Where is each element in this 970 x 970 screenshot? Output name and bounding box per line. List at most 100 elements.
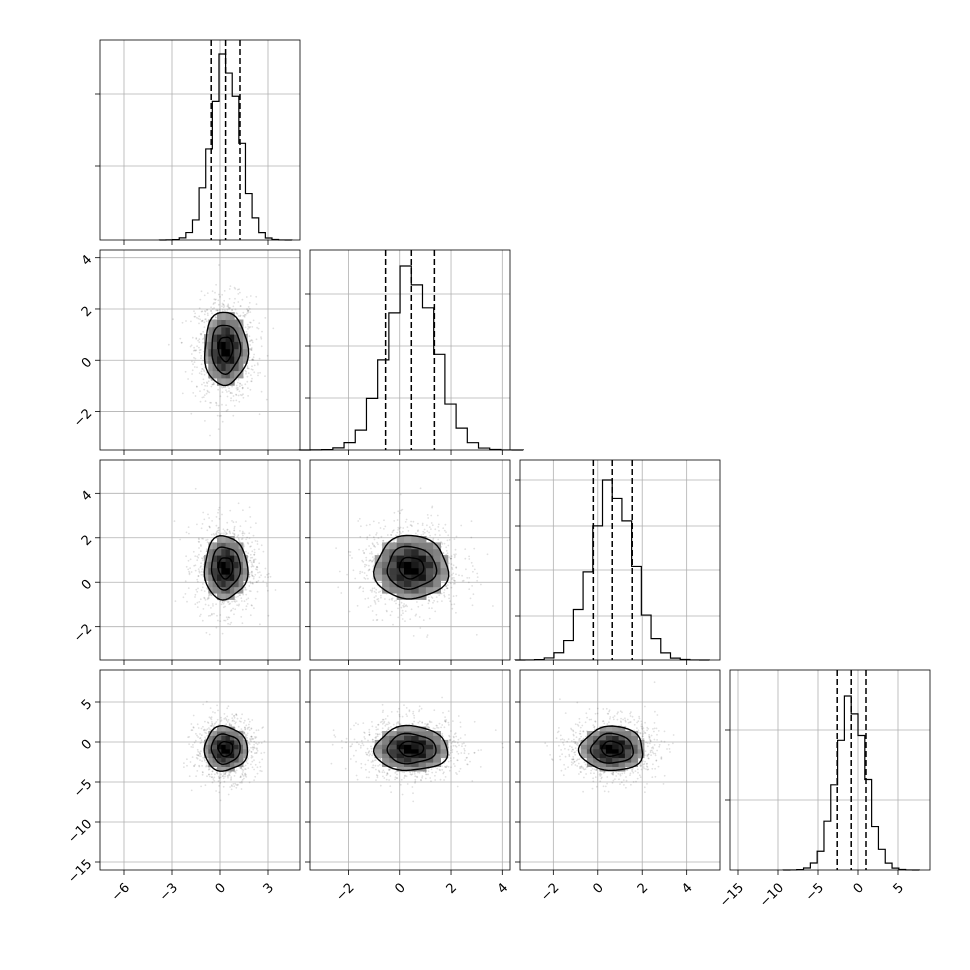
scatter-point xyxy=(453,577,455,579)
scatter-point xyxy=(233,720,236,723)
scatter-point xyxy=(210,776,213,779)
scatter-point xyxy=(200,573,203,576)
density-cell xyxy=(212,748,218,754)
scatter-point xyxy=(452,579,455,581)
scatter-point xyxy=(461,580,464,582)
scatter-point xyxy=(365,524,368,527)
density-cell xyxy=(234,586,239,594)
scatter-point xyxy=(371,750,373,753)
scatter-point xyxy=(250,735,253,738)
scatter-point xyxy=(252,356,255,359)
scatter-point xyxy=(189,567,192,570)
density-cell xyxy=(212,555,218,562)
scatter-point xyxy=(210,533,213,536)
scatter-point xyxy=(464,548,467,550)
scatter-point xyxy=(245,550,247,553)
scatter-point xyxy=(187,587,190,589)
scatter-point xyxy=(251,564,254,567)
scatter-point xyxy=(251,570,253,573)
scatter-point xyxy=(238,400,241,403)
scatter-point xyxy=(215,309,218,311)
scatter-point xyxy=(228,723,231,726)
scatter-point xyxy=(221,513,223,516)
scatter-point xyxy=(368,534,371,537)
scatter-point xyxy=(205,550,208,553)
scatter-point xyxy=(228,616,231,619)
scatter-point xyxy=(371,561,373,563)
contour-line xyxy=(211,324,242,376)
x-tick-label: −3 xyxy=(157,880,181,904)
scatter-point xyxy=(246,603,249,605)
scatter-point xyxy=(245,605,248,608)
scatter-point xyxy=(235,786,238,789)
scatter-point xyxy=(244,326,247,329)
scatter-point xyxy=(253,561,256,564)
scatter-point xyxy=(250,347,253,350)
scatter-point xyxy=(359,572,361,575)
density-cell xyxy=(212,348,218,357)
scatter-point xyxy=(228,387,231,390)
density-cell xyxy=(221,377,227,386)
density-cell xyxy=(229,542,235,550)
scatter-point xyxy=(442,527,445,530)
density-cell xyxy=(411,561,420,569)
density-cell xyxy=(242,348,248,357)
scatter-point xyxy=(233,785,236,788)
scatter-point xyxy=(450,563,453,565)
density-cell xyxy=(208,348,214,357)
density-cell xyxy=(217,341,222,350)
scatter-point xyxy=(231,713,234,716)
scatter-point xyxy=(430,514,433,517)
density-cell xyxy=(217,580,222,588)
scatter-point xyxy=(215,771,218,774)
scatter-point xyxy=(354,577,357,580)
scatter-point xyxy=(256,766,259,769)
density-cell xyxy=(229,370,235,379)
scatter-point xyxy=(260,337,263,340)
scatter-point xyxy=(254,558,257,561)
scatter-point xyxy=(218,293,220,296)
scatter-point xyxy=(211,312,213,315)
scatter-point xyxy=(248,326,251,329)
scatter-point xyxy=(251,575,254,577)
scatter-point xyxy=(258,322,261,324)
density-cell xyxy=(425,567,434,575)
scatter-point xyxy=(452,582,455,585)
scatter-point xyxy=(212,533,215,535)
scatter-point xyxy=(203,381,205,384)
scatter-point xyxy=(241,772,244,775)
scatter-point xyxy=(447,534,450,537)
scatter-point xyxy=(194,603,197,606)
scatter-point xyxy=(368,545,370,547)
scatter-point xyxy=(205,550,208,553)
density-cell xyxy=(212,319,218,328)
scatter-point xyxy=(367,597,370,600)
scatter-point xyxy=(368,771,371,773)
scatter-point xyxy=(212,778,215,780)
scatter-point xyxy=(369,552,371,555)
scatter-point xyxy=(211,723,214,726)
density-cell xyxy=(238,586,244,594)
scatter-point xyxy=(392,623,394,626)
scatter-point xyxy=(223,619,226,622)
scatter-panel-4-2 xyxy=(310,670,510,870)
scatter-point xyxy=(443,591,445,594)
scatter-point xyxy=(259,769,262,772)
y-tick-label: 5 xyxy=(79,697,95,713)
density-cell xyxy=(229,548,235,556)
scatter-point xyxy=(233,286,236,289)
scatter-point xyxy=(244,728,247,730)
scatter-point xyxy=(216,529,219,532)
scatter-point xyxy=(208,526,211,529)
scatter-point xyxy=(435,596,438,598)
scatter-point xyxy=(195,732,197,735)
scatter-point xyxy=(249,388,252,391)
scatter-point xyxy=(253,371,256,374)
contour-line xyxy=(372,534,450,600)
density-cell xyxy=(208,370,214,379)
density-cell xyxy=(238,561,244,569)
scatter-point xyxy=(363,552,366,555)
scatter-point xyxy=(221,775,224,777)
scatter-point xyxy=(256,772,259,775)
scatter-point xyxy=(202,557,205,560)
